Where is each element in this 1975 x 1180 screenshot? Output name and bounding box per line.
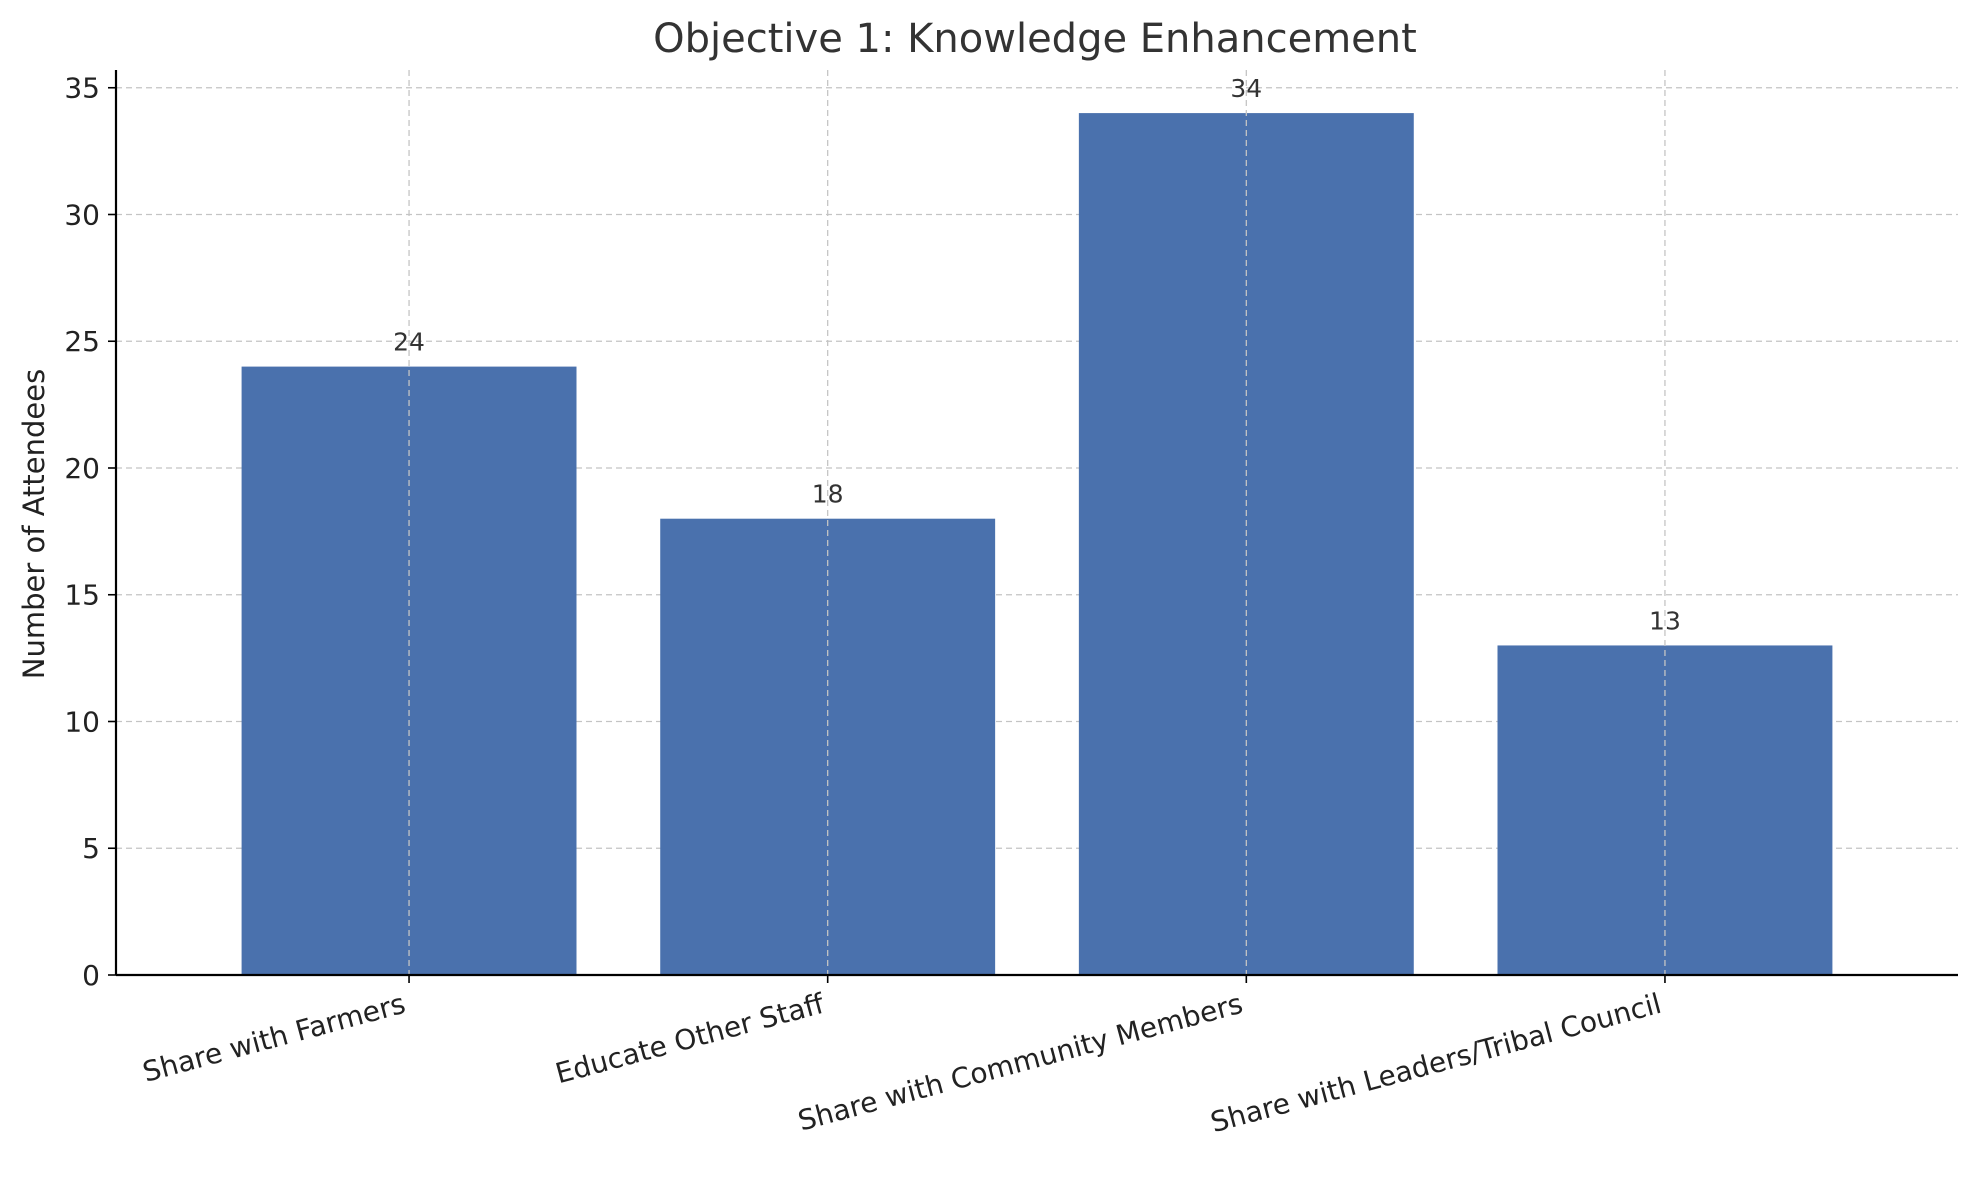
axes: [114, 70, 1958, 977]
data-label-1: 24: [393, 328, 425, 357]
x-tick-label: Share with Leaders/Tribal Council: [1207, 987, 1665, 1139]
data-label-2: 18: [812, 480, 844, 509]
y-tick-label: 0: [82, 959, 100, 992]
x-axis-ticks: Share with Farmers Educate Other StaffSha…: [139, 975, 1666, 1139]
data-label-3: 34: [1230, 74, 1262, 103]
y-tick-label: 5: [82, 832, 100, 865]
y-tick-label: 35: [64, 72, 100, 105]
y-axis-label: Number of Attendees: [17, 369, 51, 679]
y-tick-label: 30: [64, 198, 100, 231]
x-tick-label: Share with Farmers: [139, 987, 409, 1089]
bar-2: [660, 518, 996, 975]
bars: [241, 113, 1833, 976]
data-label-4: 13: [1649, 606, 1681, 635]
x-tick-label: Share with Community Members: [795, 987, 1247, 1138]
y-axis-ticks: 0 5 10 15 20 25 30 35: [64, 72, 116, 992]
data-labels: 24 18 34 13: [393, 70, 1681, 975]
chart-title: Objective 1: Knowledge Enhancement: [653, 16, 1417, 62]
y-tick-label: 15: [64, 579, 100, 612]
y-tick-label: 10: [64, 705, 100, 738]
y-tick-label: 20: [64, 452, 100, 485]
x-tick-label: Educate Other Staff: [552, 987, 828, 1091]
y-tick-label: 25: [64, 325, 100, 358]
